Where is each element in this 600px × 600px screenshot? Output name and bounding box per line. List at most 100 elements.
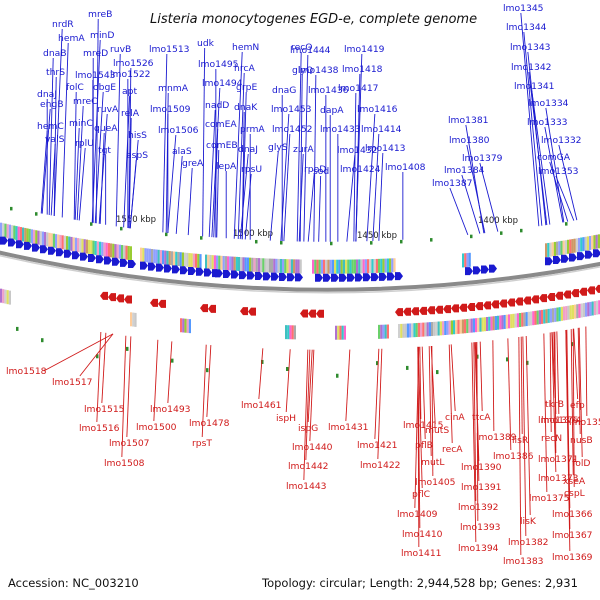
reverse-label-cspL: cspL	[564, 488, 586, 499]
reverse-gene-arrow	[491, 300, 499, 309]
reverse-leader-line	[492, 340, 495, 432]
forward-leader-line	[366, 113, 376, 242]
forward-gene-band	[68, 236, 71, 251]
reverse-leader-line	[345, 349, 351, 422]
forward-gene-band	[369, 259, 372, 274]
reverse-gene-band	[130, 312, 133, 327]
forward-gene-band	[468, 252, 471, 267]
reverse-label-mutL: mutL	[421, 457, 445, 468]
forward-label-comEA: comEA	[205, 119, 237, 130]
reverse-gene-band	[455, 320, 458, 335]
feature-marker	[430, 238, 433, 242]
backbone	[0, 250, 600, 294]
forward-leader-line	[461, 174, 481, 234]
forward-gene-band	[244, 257, 247, 272]
forward-gene-labels: nrdRhemAdnaBthrSdnaJengBhemCvalSmreBmreD…	[37, 3, 582, 189]
reverse-gene-arrow	[248, 307, 256, 316]
reverse-gene-band	[497, 315, 500, 330]
forward-gene-band	[295, 259, 298, 274]
feature-marker	[90, 222, 93, 226]
reverse-gene-band	[287, 325, 290, 340]
forward-gene-band	[81, 238, 84, 253]
feature-marker	[35, 212, 38, 216]
feature-marker	[126, 346, 129, 351]
forward-leader-line	[175, 155, 183, 234]
forward-label-nrdR: nrdR	[52, 19, 74, 30]
reverse-label-lisR: lisR	[512, 435, 529, 446]
reverse-gene-band	[446, 320, 449, 335]
forward-label-tgt: tgt	[98, 145, 111, 156]
forward-label-lmo1414: lmo1414	[361, 124, 402, 135]
forward-gene-band	[181, 252, 184, 267]
forward-leader-line	[78, 147, 86, 221]
forward-gene-band	[567, 239, 570, 254]
reverse-leader-line	[303, 349, 309, 481]
forward-label-valS: valS	[45, 134, 65, 145]
forward-gene-band	[334, 259, 337, 274]
reverse-label-efp: efp	[570, 400, 585, 411]
reverse-gene-band	[523, 312, 526, 327]
forward-leader-line	[129, 159, 137, 229]
reverse-label-lmo1367: lmo1367	[552, 530, 593, 541]
reverse-gene-band	[2, 289, 5, 304]
forward-gene-arrow	[88, 253, 96, 262]
forward-gene-band	[345, 259, 348, 274]
reverse-gene-band	[444, 320, 447, 335]
forward-leader-line	[555, 175, 575, 221]
forward-gene-band	[329, 259, 332, 274]
reverse-gene-arrow	[587, 286, 595, 295]
forward-gene-band	[290, 259, 293, 274]
forward-gene-band	[545, 243, 548, 258]
reverse-gene-band	[580, 303, 583, 318]
forward-leader-line	[318, 175, 322, 242]
reverse-gene-band	[384, 324, 387, 339]
forward-label-lmo1341: lmo1341	[514, 81, 555, 92]
forward-label-dnaJ: dnaJ	[37, 89, 57, 100]
forward-gene-band	[279, 258, 282, 273]
forward-leader-line	[378, 152, 384, 241]
forward-leader-line	[208, 109, 216, 237]
forward-gene-band	[271, 258, 274, 273]
reverse-label-lmo1383: lmo1383	[503, 556, 544, 567]
forward-gene-arrow	[355, 273, 363, 282]
forward-gene-band	[177, 251, 180, 266]
forward-gene-band	[155, 249, 158, 264]
forward-gene-arrow	[156, 263, 164, 272]
forward-label-lmo1419: lmo1419	[344, 44, 385, 55]
forward-gene-arrows	[0, 236, 600, 282]
forward-gene-band	[331, 259, 334, 274]
forward-gene-band	[466, 253, 469, 268]
forward-gene-band	[188, 253, 191, 268]
forward-leader-line	[40, 130, 48, 214]
forward-gene-band	[92, 240, 95, 255]
reverse-gene-arrow	[158, 299, 166, 308]
reverse-gene-band	[464, 319, 467, 334]
reverse-label-lmo1516: lmo1516	[79, 423, 120, 434]
forward-gene-band	[384, 258, 387, 273]
reverse-gene-band	[565, 306, 568, 321]
forward-label-lepA: lepA	[216, 161, 237, 172]
forward-gene-band	[213, 255, 216, 270]
forward-label-lmo1333: lmo1333	[527, 117, 568, 128]
forward-gene-band	[351, 259, 354, 274]
reverse-label-lmo1518: lmo1518	[6, 366, 47, 377]
forward-label-lmo1424: lmo1424	[340, 164, 381, 175]
forward-gene-band	[233, 256, 236, 271]
forward-gene-arrow	[585, 250, 593, 259]
reverse-label-mutS: mutS	[425, 425, 449, 436]
kbp-ticks: 1550 kbp 1500 kbp 1450 kbp 1400 kbp	[116, 215, 518, 241]
forward-gene-band	[238, 257, 241, 272]
forward-leader-line	[528, 71, 548, 226]
forward-gene-band	[79, 238, 82, 253]
map-title: Listeria monocytogenes EGD-e, complete g…	[150, 12, 477, 27]
forward-leader-line	[115, 53, 121, 227]
forward-leader-line	[545, 107, 565, 223]
reverse-gene-band	[386, 324, 389, 339]
forward-gene-arrow	[188, 267, 196, 276]
feature-marker	[500, 231, 503, 235]
forward-leader-line	[202, 47, 206, 237]
forward-gene-arrow	[561, 254, 569, 263]
reverse-gene-band	[437, 321, 440, 336]
forward-gene-band	[175, 251, 178, 266]
forward-leader-line	[346, 154, 356, 242]
